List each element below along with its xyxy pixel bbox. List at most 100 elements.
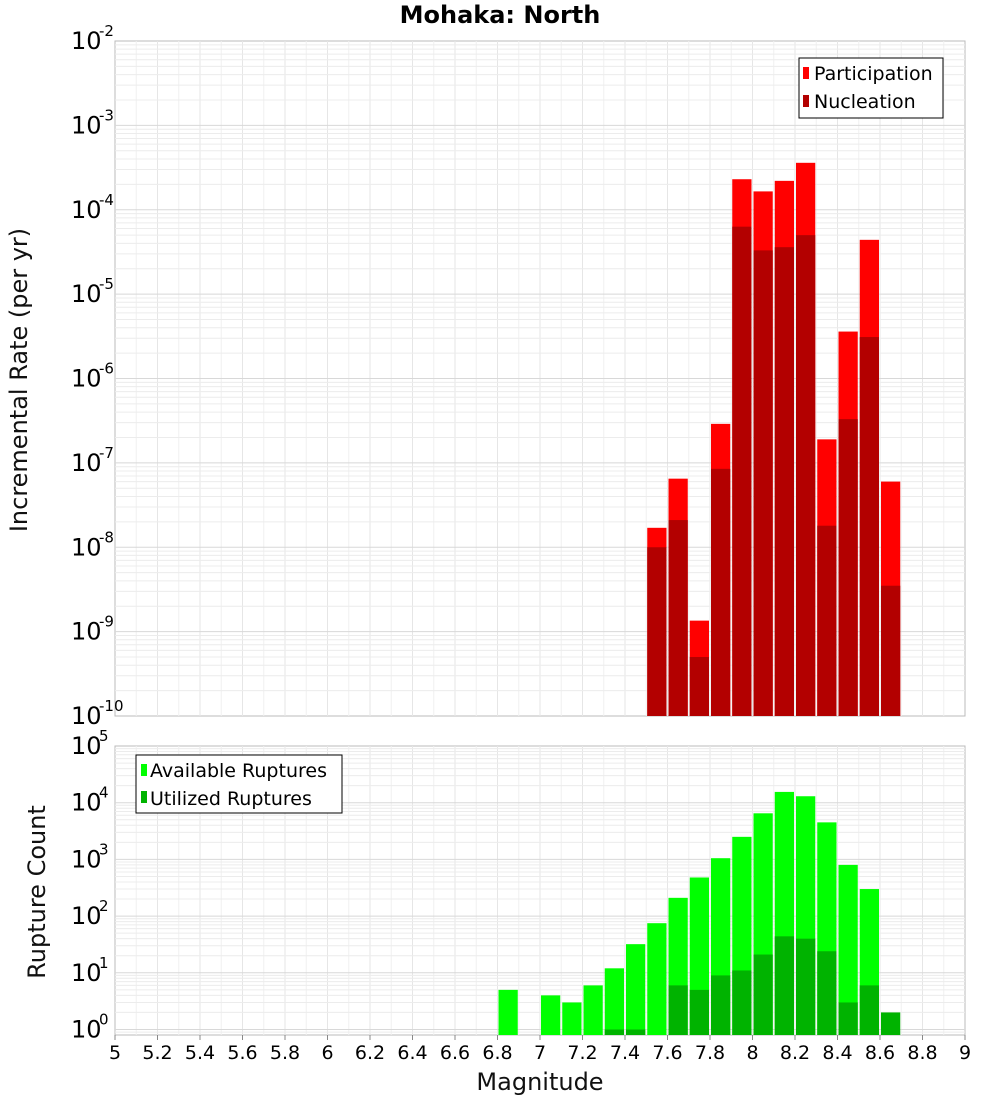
bottom-y-tick-label: 10 bbox=[71, 1016, 102, 1044]
bottom-bar-available bbox=[541, 995, 561, 1035]
bottom-bar-utilized bbox=[753, 954, 773, 1035]
top-bar-nucleation bbox=[838, 419, 858, 716]
bottom-bar-available bbox=[604, 968, 624, 1035]
bottom-bar-utilized bbox=[881, 1012, 901, 1035]
bottom-y-tick-exponent: 5 bbox=[99, 727, 109, 745]
bottom-y-tick-exponent: 2 bbox=[99, 897, 109, 915]
top-y-tick-label: 10 bbox=[71, 196, 102, 224]
top-y-tick-label: 10 bbox=[71, 533, 102, 561]
legend-swatch-utilized bbox=[141, 791, 147, 803]
x-tick-label: 5.6 bbox=[227, 1042, 257, 1064]
bottom-bar-utilized bbox=[796, 938, 816, 1035]
x-tick-label: 8.2 bbox=[780, 1042, 810, 1064]
x-tick-label: 8.4 bbox=[822, 1042, 852, 1064]
x-tick-label: 5 bbox=[109, 1042, 121, 1064]
x-tick-label: 7.4 bbox=[610, 1042, 640, 1064]
bottom-y-tick-exponent: 1 bbox=[99, 954, 109, 972]
x-tick-label: 5.8 bbox=[270, 1042, 300, 1064]
bottom-bar-available bbox=[838, 864, 858, 1035]
top-legend: Participation Nucleation bbox=[798, 57, 944, 119]
x-tick-label: 9 bbox=[959, 1042, 971, 1064]
bottom-bar-utilized bbox=[604, 1029, 624, 1035]
x-tick-label: 7.8 bbox=[695, 1042, 725, 1064]
legend-swatch-available bbox=[141, 764, 147, 776]
top-bar-nucleation bbox=[796, 235, 816, 716]
x-tick-label: 8 bbox=[746, 1042, 758, 1064]
legend-swatch-participation bbox=[803, 67, 809, 79]
bottom-bar-utilized bbox=[626, 1029, 646, 1035]
top-y-tick-label: 10 bbox=[71, 365, 102, 393]
top-y-tick-label: 10 bbox=[71, 702, 102, 730]
top-bar-nucleation bbox=[647, 547, 667, 716]
top-y-tick-exponent: -6 bbox=[99, 360, 114, 378]
x-tick-label: 6.4 bbox=[397, 1042, 427, 1064]
bottom-legend: Available Ruptures Utilized Ruptures bbox=[135, 754, 343, 814]
x-axis-label: Magnitude bbox=[476, 1068, 603, 1096]
x-tick-label: 6 bbox=[321, 1042, 333, 1064]
bottom-y-tick-exponent: 4 bbox=[99, 784, 109, 802]
bottom-bar-utilized bbox=[668, 985, 688, 1035]
top-y-axis-label: Incremental Rate (per yr) bbox=[5, 228, 33, 532]
legend-label-available: Available Ruptures bbox=[150, 760, 327, 782]
bottom-y-tick-exponent: 3 bbox=[99, 840, 109, 858]
bottom-bars bbox=[498, 791, 901, 1035]
bottom-bar-utilized bbox=[817, 951, 837, 1035]
top-y-tick-label: 10 bbox=[71, 27, 102, 55]
bottom-y-tick-label: 10 bbox=[71, 789, 102, 817]
x-tick-label: 7 bbox=[534, 1042, 546, 1064]
top-bar-nucleation bbox=[774, 247, 794, 716]
bottom-bar-utilized bbox=[838, 1002, 858, 1035]
x-tick-label: 5.4 bbox=[185, 1042, 215, 1064]
bottom-bar-available bbox=[626, 944, 646, 1035]
bottom-y-tick-exponent: 0 bbox=[99, 1011, 109, 1029]
bottom-bar-utilized bbox=[859, 985, 879, 1035]
top-y-tick-exponent: -2 bbox=[99, 22, 114, 40]
chart-title: Mohaka: North bbox=[400, 1, 601, 29]
top-grid bbox=[115, 41, 965, 716]
bottom-y-tick-label: 10 bbox=[71, 959, 102, 987]
top-y-tick-exponent: -4 bbox=[99, 191, 114, 209]
top-y-tick-exponent: -9 bbox=[99, 613, 114, 631]
bottom-bar-available bbox=[647, 923, 667, 1035]
top-y-tick-exponent: -3 bbox=[99, 106, 114, 124]
bottom-bar-available bbox=[562, 1002, 582, 1035]
bottom-bar-utilized bbox=[732, 970, 752, 1035]
top-bar-nucleation bbox=[753, 250, 773, 717]
x-tick-label: 7.6 bbox=[652, 1042, 682, 1064]
bottom-bar-available bbox=[583, 985, 603, 1035]
top-bar-nucleation bbox=[689, 657, 709, 716]
bottom-y-tick-label: 10 bbox=[71, 902, 102, 930]
top-bars bbox=[647, 162, 901, 717]
legend-swatch-nucleation bbox=[803, 95, 809, 107]
legend-label-nucleation: Nucleation bbox=[814, 91, 916, 113]
x-tick-label: 6.6 bbox=[440, 1042, 470, 1064]
top-bar-nucleation bbox=[859, 337, 879, 716]
x-tick-label: 8.6 bbox=[865, 1042, 895, 1064]
top-bar-nucleation bbox=[881, 585, 901, 716]
top-y-tick-exponent: -7 bbox=[99, 444, 114, 462]
bottom-bar-utilized bbox=[689, 989, 709, 1035]
x-tick-label: 6.2 bbox=[355, 1042, 385, 1064]
top-y-tick-label: 10 bbox=[71, 280, 102, 308]
x-tick-label: 5.2 bbox=[142, 1042, 172, 1064]
legend-label-utilized: Utilized Ruptures bbox=[150, 788, 312, 810]
top-bar-nucleation bbox=[732, 226, 752, 716]
bottom-bar-utilized bbox=[774, 936, 794, 1035]
bottom-y-tick-label: 10 bbox=[71, 732, 102, 760]
legend-label-participation: Participation bbox=[814, 63, 933, 85]
top-y-tick-label: 10 bbox=[71, 111, 102, 139]
bottom-y-axis-label: Rupture Count bbox=[23, 805, 51, 979]
top-y-tick-label: 10 bbox=[71, 618, 102, 646]
x-tick-label: 6.8 bbox=[482, 1042, 512, 1064]
top-y-tick-exponent: -5 bbox=[99, 275, 114, 293]
bottom-x-ticks: 5 5.2 5.4 5.6 5.8 6 6.2 6.4 6.6 6.8 7 7.2 7.4 7.6 7.8 8… bbox=[109, 1035, 971, 1064]
top-bar-nucleation bbox=[711, 468, 731, 716]
top-y-tick-exponent: -10 bbox=[99, 697, 124, 715]
top-bar-nucleation bbox=[817, 525, 837, 716]
top-y-tick-label: 10 bbox=[71, 449, 102, 477]
x-tick-label: 8.8 bbox=[907, 1042, 937, 1064]
